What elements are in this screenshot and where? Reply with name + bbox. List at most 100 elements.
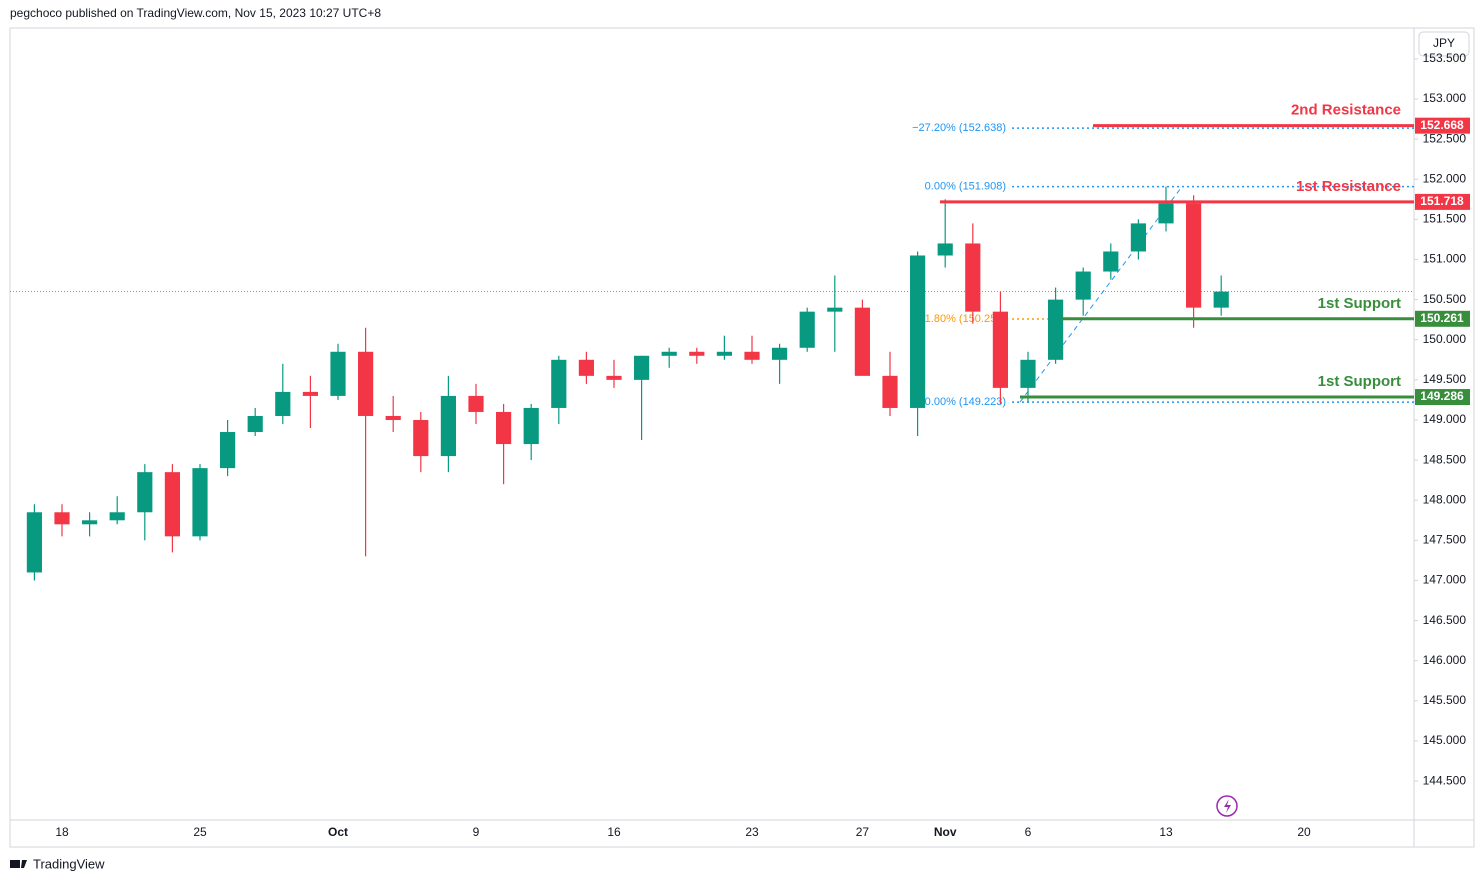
y-tick-label: 153.500 <box>1423 51 1467 65</box>
candle-body <box>910 255 926 408</box>
price-badge <box>1415 389 1470 406</box>
fib-label: 0.00% (151.908) <box>925 181 1006 193</box>
y-tick-label: 147.000 <box>1423 573 1467 587</box>
x-tick-label: 18 <box>55 825 69 839</box>
brand: TradingView <box>33 856 105 871</box>
price-badge-label: 150.261 <box>1420 311 1464 325</box>
candle-body <box>496 411 512 445</box>
x-tick-label: Oct <box>328 825 348 839</box>
candle-body <box>1186 203 1202 308</box>
candle-body <box>26 512 42 573</box>
candle-body <box>661 351 677 356</box>
candle-body <box>1103 251 1119 272</box>
fib-trend <box>1019 186 1183 403</box>
y-tick-label: 151.000 <box>1423 252 1467 266</box>
candle-body <box>247 415 263 433</box>
candle-body <box>937 243 953 256</box>
candle-body <box>330 351 346 396</box>
candle-body <box>716 351 732 356</box>
x-tick-label: 16 <box>607 825 621 839</box>
candle-body <box>468 395 484 412</box>
y-tick-label: 149.500 <box>1423 372 1467 386</box>
candle-body <box>1130 223 1146 252</box>
y-tick-label: 149.000 <box>1423 412 1467 426</box>
currency: JPY <box>1433 36 1455 50</box>
x-tick-label: 6 <box>1025 825 1032 839</box>
price-badge <box>1415 193 1470 210</box>
frame <box>9 27 1475 848</box>
y-tick-label: 152.500 <box>1423 131 1467 145</box>
y-tick-label: 148.000 <box>1423 492 1467 506</box>
price-badge-label: 149.286 <box>1420 389 1464 403</box>
y-tick-label: 145.000 <box>1423 733 1467 747</box>
candle-body <box>220 432 236 469</box>
candle-body <box>606 375 622 380</box>
candle-body <box>551 359 567 408</box>
candle-body <box>440 395 456 457</box>
lightning-icon[interactable] <box>1216 795 1238 817</box>
fib-label: −27.20% (152.638) <box>912 122 1006 134</box>
y-tick-label: 147.500 <box>1423 533 1467 547</box>
x-tick-label: 27 <box>856 825 870 839</box>
logo <box>10 860 27 868</box>
y-tick-label: 145.500 <box>1423 693 1467 707</box>
candle-body <box>302 391 318 396</box>
x-tick-label: 9 <box>473 825 480 839</box>
candle-body <box>634 355 650 380</box>
candle-body <box>82 520 98 525</box>
currency-box[interactable] <box>1418 31 1470 57</box>
candle-body <box>1075 271 1091 300</box>
y-tick-label: 150.000 <box>1423 332 1467 346</box>
level-name: 1st Resistance <box>1296 178 1401 195</box>
level-name: 1st Support <box>1318 295 1401 312</box>
x-tick-label: Nov <box>934 825 957 839</box>
candle-body <box>799 311 815 348</box>
x-tick-label: 25 <box>193 825 207 839</box>
y-tick-label: 151.500 <box>1423 212 1467 226</box>
candle-body <box>54 512 70 525</box>
x-tick-label: 13 <box>1159 825 1173 839</box>
price-badge <box>1415 310 1470 327</box>
candle-body <box>772 347 788 360</box>
candle-body <box>965 243 981 312</box>
candle-body <box>882 375 898 408</box>
candle-body <box>854 307 870 376</box>
y-tick-label: 148.500 <box>1423 452 1467 466</box>
y-tick-label: 144.500 <box>1423 773 1467 787</box>
fib-label: 61.80% (150.259) <box>919 313 1006 325</box>
y-tick-label: 152.000 <box>1423 171 1467 185</box>
fib-label: 100.00% (149.223) <box>912 396 1006 408</box>
candle-body <box>1158 203 1174 224</box>
candle-body <box>1213 291 1229 308</box>
candle-body <box>689 351 705 356</box>
price-badge-label: 151.718 <box>1420 194 1464 208</box>
candle-body <box>744 351 760 360</box>
candle-body <box>275 391 291 416</box>
candle-body <box>827 307 843 312</box>
candle-body <box>413 419 429 457</box>
candle-body <box>192 468 208 537</box>
y-tick-label: 153.000 <box>1423 91 1467 105</box>
y-tick-label: 146.500 <box>1423 613 1467 627</box>
candle-body <box>109 512 125 521</box>
price-badge-label: 152.668 <box>1420 118 1464 132</box>
x-tick-label: 23 <box>745 825 759 839</box>
candle-body <box>1020 359 1036 388</box>
level-name: 2nd Resistance <box>1291 102 1401 119</box>
candle-body <box>1048 299 1064 360</box>
y-tick-label: 150.500 <box>1423 292 1467 306</box>
x-tick-label: 20 <box>1297 825 1311 839</box>
lightning-glyph <box>1224 799 1231 813</box>
candle-body <box>137 472 153 513</box>
candle-body <box>578 359 594 376</box>
level-name: 1st Support <box>1318 373 1401 390</box>
candle-body <box>358 351 374 416</box>
candle-body <box>164 472 180 537</box>
header-text: pegchoco published on TradingView.com, N… <box>10 6 381 20</box>
candle-body <box>523 407 539 445</box>
candle-body <box>992 311 1008 388</box>
y-tick-label: 146.000 <box>1423 653 1467 667</box>
candle-body <box>385 415 401 420</box>
